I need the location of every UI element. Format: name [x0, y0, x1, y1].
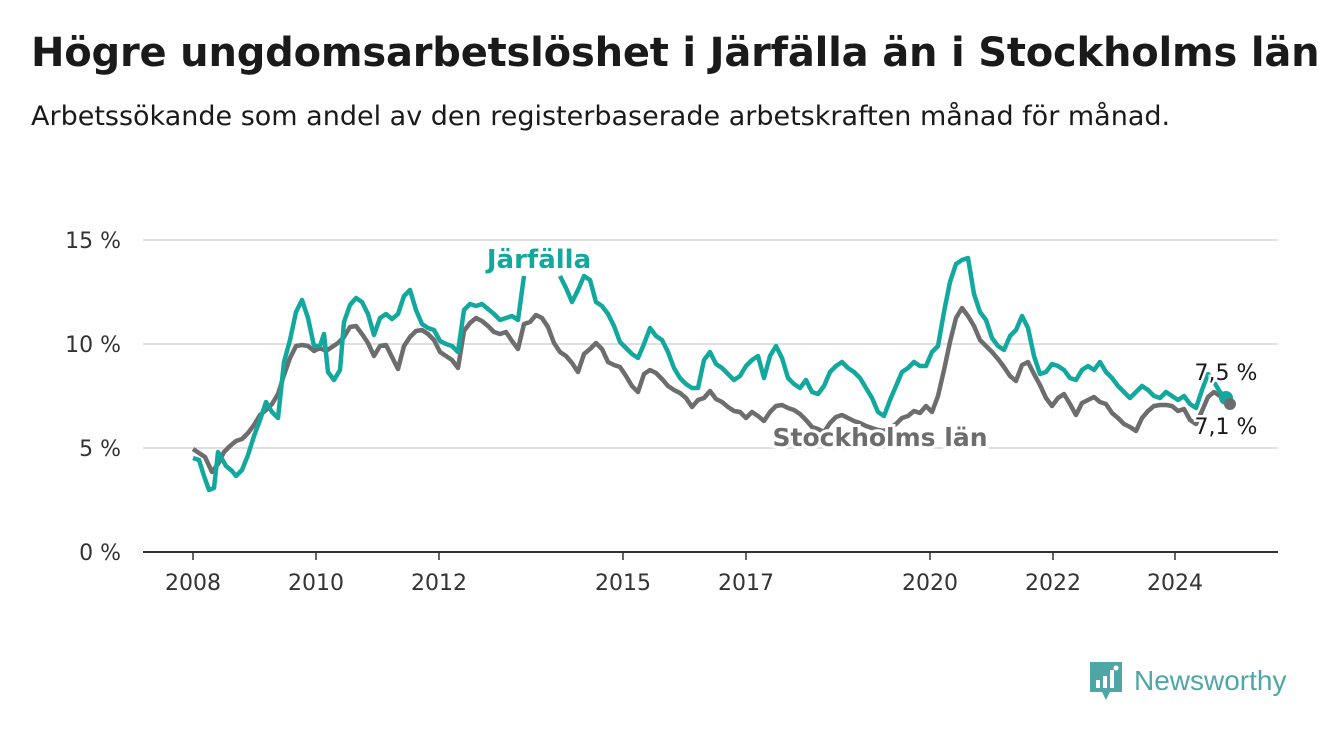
stockholm-end-label: 7,1 %	[1195, 415, 1258, 440]
jarfalla-line	[557, 255, 1228, 419]
stockholm-series-label: Stockholms län	[773, 423, 988, 452]
jarfalla-end-label: 7,5 %	[1195, 361, 1258, 386]
x-tick-label: 2022	[1025, 571, 1081, 596]
x-tick-label: 2015	[595, 571, 651, 596]
x-tick-label: 2008	[165, 571, 221, 596]
newsworthy-logo-icon	[1090, 662, 1122, 700]
x-axis-ticks: 2008 2010 2012 2015 2017 2020 2022 2024	[165, 552, 1203, 596]
series-lines	[191, 255, 1236, 493]
y-tick-label: 0 %	[79, 541, 121, 566]
y-tick-label: 5 %	[79, 437, 121, 462]
stockholm-end-point	[1224, 398, 1236, 410]
chart-title: Högre ungdomsarbetslöshet i Järfälla än …	[31, 30, 1320, 76]
grid-lines	[143, 239, 1278, 553]
x-tick-label: 2024	[1147, 571, 1203, 596]
stockholm-line	[191, 305, 1232, 475]
newsworthy-brand: Newsworthy	[1088, 660, 1286, 702]
x-tick-label: 2010	[288, 571, 344, 596]
chart-subtitle: Arbetssökande som andel av den registerb…	[31, 101, 1171, 132]
brand-name: Newsworthy	[1134, 665, 1287, 696]
y-axis-ticks: 0 % 5 % 10 % 15 %	[65, 229, 121, 566]
y-tick-label: 10 %	[65, 333, 121, 358]
x-tick-label: 2012	[411, 571, 467, 596]
y-tick-label: 15 %	[65, 229, 121, 254]
x-tick-label: 2017	[718, 571, 774, 596]
jarfalla-series-label: Järfälla	[485, 245, 591, 275]
series-labels: Järfälla Stockholms län 7,5 % 7,1 %	[482, 242, 1260, 455]
jarfalla-line	[192, 275, 527, 493]
x-tick-label: 2020	[902, 571, 958, 596]
